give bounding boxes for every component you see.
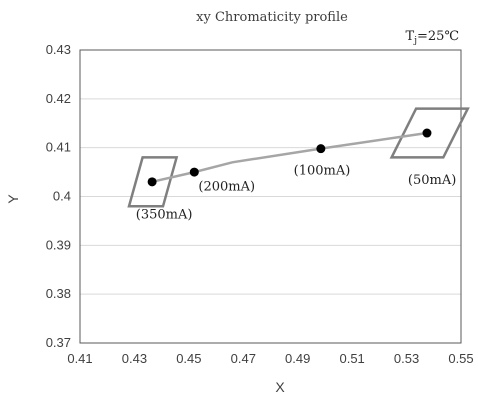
x-tick-labels: 0.41 0.43 0.45 0.47 0.49 0.51 0.53 0.55 <box>67 351 473 366</box>
chart-title: xy Chromaticity profile <box>196 10 348 25</box>
tj-sub: j <box>413 36 417 46</box>
data-point <box>422 128 432 138</box>
x-axis-title: X <box>275 379 285 395</box>
x-tick-label: 0.41 <box>67 351 92 366</box>
x-tick-label: 0.49 <box>285 351 310 366</box>
data-labels: (350mA) (200mA) (100mA) (50mA) <box>136 164 457 223</box>
y-tick-label: 0.43 <box>46 42 71 57</box>
current-label: (200mA) <box>198 180 255 195</box>
tolerance-box <box>389 107 470 159</box>
current-label: (50mA) <box>408 173 456 188</box>
x-tick-label: 0.55 <box>448 351 473 366</box>
junction-temperature-label: Tj=25℃ <box>406 29 459 46</box>
y-tick-label: 0.42 <box>46 91 71 106</box>
current-label: (100mA) <box>294 164 351 179</box>
y-tick-label: 0.37 <box>46 335 71 350</box>
tolerance-boxes <box>127 107 470 208</box>
current-label: (350mA) <box>136 207 193 222</box>
y-tick-label: 0.38 <box>46 286 71 301</box>
y-tick-label: 0.41 <box>46 140 71 155</box>
y-tick-labels: 0.43 0.42 0.41 0.4 0.39 0.38 0.37 <box>46 42 71 350</box>
data-point <box>189 167 199 177</box>
x-tick-label: 0.47 <box>231 351 256 366</box>
series-line <box>151 131 428 184</box>
x-tick-label: 0.51 <box>339 351 364 366</box>
series-path <box>151 131 428 184</box>
data-point <box>147 177 157 187</box>
y-axis-title: Y <box>5 194 21 204</box>
data-point <box>316 144 326 154</box>
tj-rest: =25℃ <box>417 29 459 44</box>
grid-lines <box>80 49 461 344</box>
y-tick-label: 0.4 <box>53 189 71 204</box>
x-tick-label: 0.53 <box>394 351 419 366</box>
y-tick-label: 0.39 <box>46 237 71 252</box>
plot-frame <box>79 49 462 344</box>
tolerance-box <box>127 156 179 208</box>
tj-base: T <box>406 29 415 44</box>
x-tick-label: 0.43 <box>122 351 147 366</box>
data-markers <box>147 128 432 187</box>
x-tick-label: 0.45 <box>176 351 201 366</box>
